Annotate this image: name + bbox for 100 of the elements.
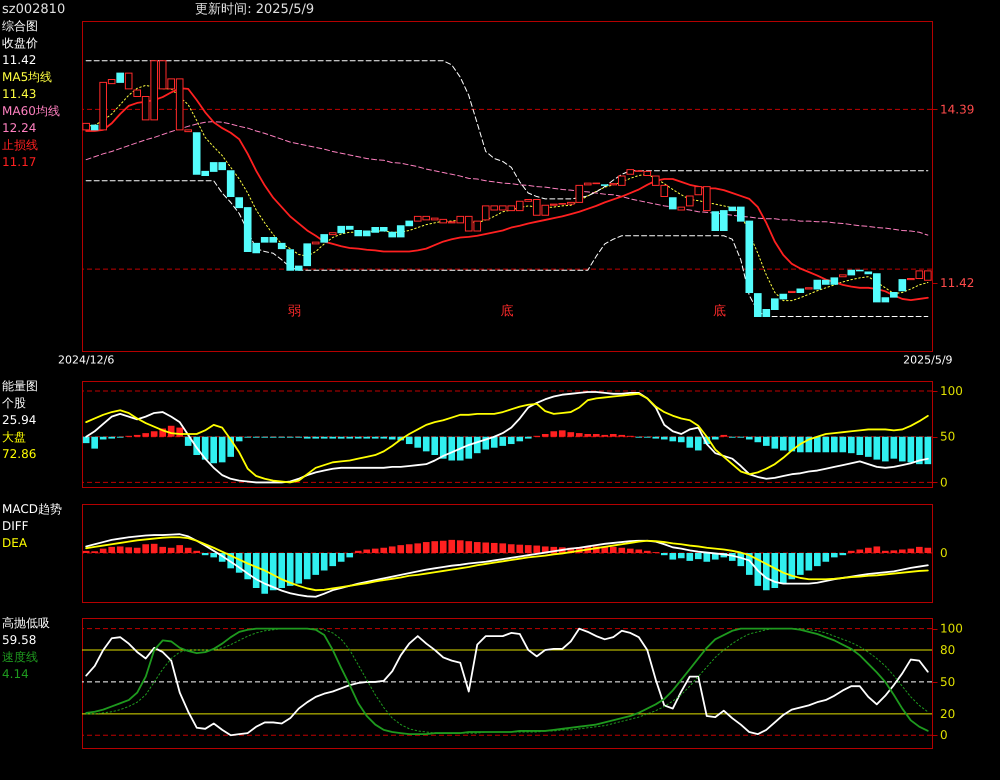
bar [159, 546, 166, 553]
bar [134, 548, 140, 553]
bar [874, 436, 880, 460]
bar [363, 550, 370, 553]
bar [567, 432, 574, 437]
bar [82, 436, 90, 444]
bar [431, 436, 438, 456]
bar [746, 436, 753, 440]
bar [516, 436, 524, 442]
x-tick-label: 2024/12/6 [58, 354, 114, 366]
bar [516, 544, 524, 553]
bar [508, 436, 515, 444]
bar [703, 553, 710, 562]
line-series [86, 180, 928, 317]
bar [202, 436, 209, 460]
bar [831, 553, 838, 558]
chart-title: MACD趋势 [2, 502, 62, 516]
text: MA5均线 [2, 70, 52, 84]
bar [380, 548, 388, 553]
bar [814, 553, 821, 566]
bar [856, 436, 864, 456]
bar [465, 436, 472, 459]
x-tick-label: 2025/5/9 [903, 354, 953, 366]
bar [372, 548, 379, 553]
chart-title: 能量图 [2, 379, 38, 393]
bar [236, 436, 243, 442]
text: DEA [2, 536, 28, 550]
bar [168, 548, 174, 553]
bar [882, 436, 889, 462]
bar [440, 540, 447, 553]
text: 11.17 [2, 155, 36, 169]
bar [822, 436, 830, 452]
y-tick-label: 11.42 [940, 276, 974, 290]
bar [686, 553, 694, 561]
bar [890, 436, 898, 459]
bar [456, 540, 464, 553]
bar [465, 541, 472, 553]
bar [448, 540, 456, 553]
bar [899, 436, 906, 462]
bar [142, 433, 149, 437]
bar [635, 550, 642, 553]
text: 11.43 [2, 87, 36, 101]
bar [397, 545, 404, 553]
bar [856, 550, 864, 553]
annotation: 底 [713, 304, 726, 319]
bar [320, 553, 328, 570]
y-tick-label: 50 [940, 430, 956, 444]
y-tick-label: 50 [940, 674, 956, 689]
bar [286, 553, 294, 586]
bar [831, 436, 838, 452]
text: 收盘价 [2, 36, 38, 50]
bar [142, 544, 149, 553]
chart-title: 高抛低吸 [2, 616, 50, 630]
bar [908, 436, 914, 462]
bar [822, 553, 830, 562]
bar [788, 553, 796, 580]
bar [422, 436, 430, 452]
bar [754, 436, 762, 442]
bar [125, 547, 132, 553]
bar [278, 553, 286, 588]
text: DIFF [2, 519, 29, 533]
bar [490, 542, 498, 553]
chart-subtitle: sz002810 更新时间: 2025/5/9 [2, 2, 314, 17]
bar [694, 553, 702, 560]
bar [840, 436, 846, 452]
bar [388, 546, 396, 553]
text: 25.94 [2, 413, 36, 427]
bar [780, 436, 787, 450]
bar [669, 553, 676, 560]
bar [550, 431, 558, 437]
bar [176, 545, 183, 553]
bar [669, 436, 676, 442]
bar [329, 553, 336, 566]
bar [91, 436, 98, 449]
bar [686, 436, 694, 448]
bar [100, 436, 106, 440]
bar [908, 548, 914, 553]
text: 72.86 [2, 447, 36, 461]
bar [414, 543, 422, 553]
bar [916, 546, 923, 553]
bar [482, 542, 490, 553]
annotation: 弱 [288, 304, 301, 319]
annotation: 底 [500, 304, 514, 319]
candlestick [898, 279, 906, 292]
bar [618, 548, 626, 553]
bar [865, 436, 872, 457]
bar [210, 436, 218, 464]
bar [762, 436, 770, 446]
bar [899, 550, 906, 553]
bar [406, 544, 413, 553]
bar [414, 436, 422, 448]
bar [678, 553, 685, 558]
candlestick [668, 197, 677, 210]
bar [924, 436, 932, 464]
bar [150, 544, 158, 553]
bar [508, 544, 515, 553]
bar [304, 553, 311, 580]
y-tick-label: 80 [940, 642, 956, 657]
bar [210, 553, 218, 558]
bar [422, 542, 430, 553]
